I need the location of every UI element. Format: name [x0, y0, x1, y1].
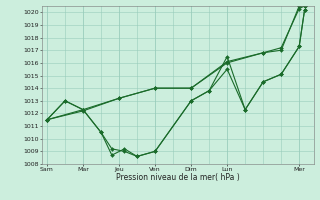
X-axis label: Pression niveau de la mer( hPa ): Pression niveau de la mer( hPa ) — [116, 173, 239, 182]
